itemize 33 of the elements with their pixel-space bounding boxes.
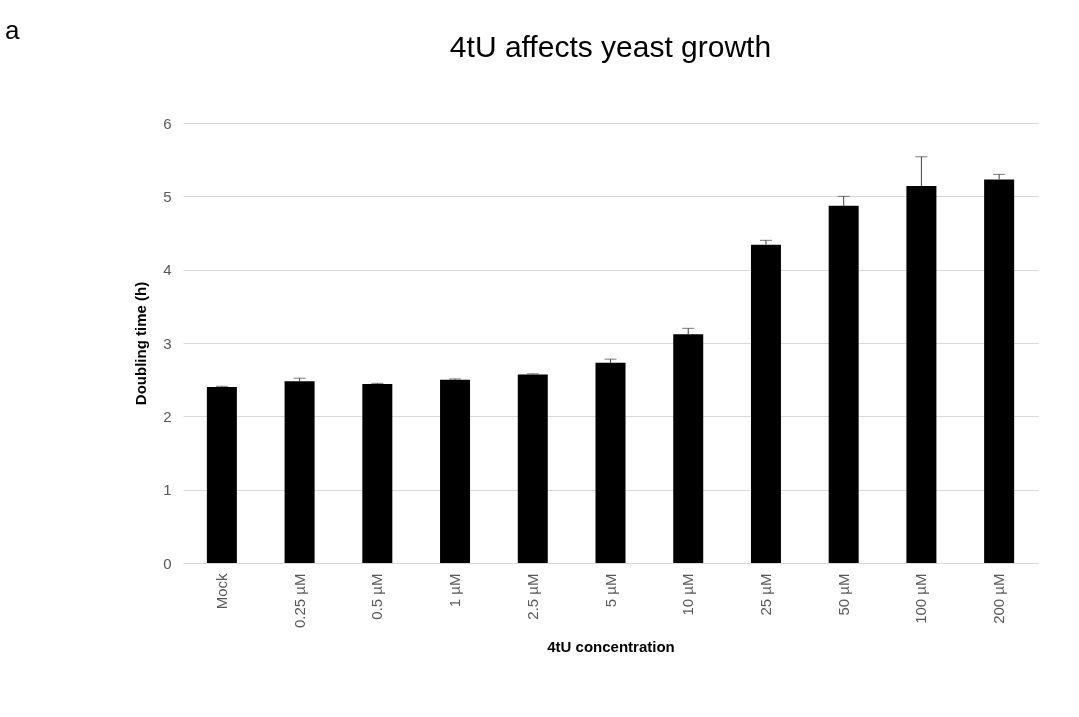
x-tick-label: 1 µM bbox=[446, 573, 464, 608]
bar bbox=[673, 334, 704, 563]
x-tick-label: Mock bbox=[212, 573, 230, 610]
x-tick-label: 50 µM bbox=[834, 573, 852, 616]
y-tick-label: 3 bbox=[163, 334, 172, 352]
bar bbox=[595, 362, 626, 563]
x-tick-label: 200 µM bbox=[990, 573, 1008, 624]
y-tick-label: 4 bbox=[163, 261, 172, 279]
bar bbox=[517, 374, 548, 563]
chart-title: 4tU affects yeast growth bbox=[449, 30, 772, 63]
bar bbox=[362, 384, 393, 563]
x-tick-label: 2.5 µM bbox=[523, 573, 541, 620]
y-tick-label: 6 bbox=[163, 114, 172, 132]
x-axis-title: 4tU concentration bbox=[547, 638, 675, 655]
x-tick-label: 25 µM bbox=[756, 573, 774, 616]
x-tick-label: 5 µM bbox=[601, 573, 619, 608]
x-tick-label: 10 µM bbox=[679, 573, 697, 616]
y-tick-label: 0 bbox=[163, 554, 172, 572]
bar bbox=[906, 186, 937, 563]
bar bbox=[206, 387, 237, 563]
text: a bbox=[5, 15, 20, 45]
bar bbox=[828, 205, 859, 563]
bar bbox=[984, 179, 1015, 563]
y-tick-label: 1 bbox=[163, 481, 172, 499]
bar bbox=[750, 244, 781, 563]
x-tick-label: 100 µM bbox=[912, 573, 930, 624]
bar bbox=[440, 379, 471, 563]
x-tick-label: 0.25 µM bbox=[290, 573, 308, 628]
x-tick-label: 0.5 µM bbox=[368, 573, 386, 620]
y-tick-label: 5 bbox=[163, 187, 172, 205]
y-tick-label: 2 bbox=[163, 407, 172, 425]
bar bbox=[284, 381, 315, 563]
y-axis-title: Doubling time (h) bbox=[132, 281, 150, 406]
